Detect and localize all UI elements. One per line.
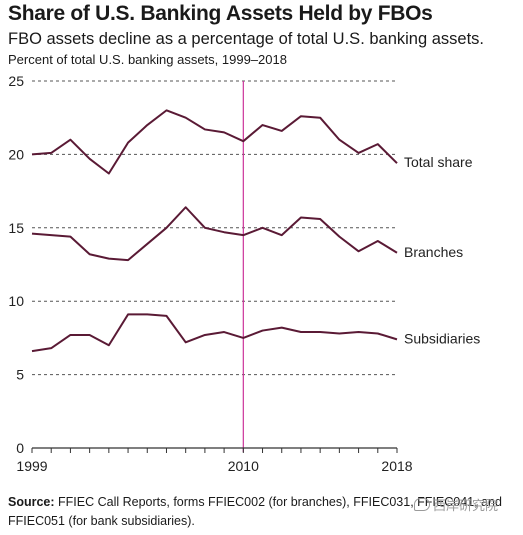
x-tick-label: 1999 xyxy=(16,458,47,474)
series-line-branches xyxy=(31,206,398,262)
y-axis-ticks: 0 5 10 15 20 25 xyxy=(8,73,24,456)
watermark: 西岸研究院 xyxy=(414,495,498,514)
units-label: Percent of total U.S. banking assets, 19… xyxy=(8,52,287,67)
series-line-subsidiaries xyxy=(31,313,398,353)
chart-title: Share of U.S. Banking Assets Held by FBO… xyxy=(8,2,433,25)
series-line-total-share xyxy=(31,109,398,175)
x-axis: 1999 2010 2018 xyxy=(16,447,413,474)
series-label-subsidiaries: Subsidiaries xyxy=(404,330,480,346)
source-label: Source: xyxy=(8,495,55,509)
y-tick-label: 20 xyxy=(8,146,24,162)
y-tick-label: 5 xyxy=(16,367,24,383)
y-tick-label: 15 xyxy=(8,220,24,236)
x-tick-label: 2018 xyxy=(381,458,412,474)
gridlines xyxy=(32,80,397,376)
x-tick-label: 2010 xyxy=(228,458,259,474)
series-label-total-share: Total share xyxy=(404,154,473,170)
watermark-text: 西岸研究院 xyxy=(433,498,499,513)
y-tick-label: 10 xyxy=(8,293,24,309)
series-label-branches: Branches xyxy=(404,244,463,260)
y-tick-label: 0 xyxy=(16,440,24,456)
chat-bubble-icon xyxy=(414,498,430,511)
series-labels: Total share Branches Subsidiaries xyxy=(404,154,480,346)
line-chart: 0 5 10 15 20 25 1999 2010 2018 Total share Branc… xyxy=(8,73,480,474)
source-note: Source: FFIEC Call Reports, forms FFIEC0… xyxy=(8,493,513,531)
y-tick-label: 25 xyxy=(8,73,24,89)
source-text: FFIEC Call Reports, forms FFIEC002 (for … xyxy=(8,495,502,528)
series-lines xyxy=(31,109,398,353)
chart-subtitle: FBO assets decline as a percentage of to… xyxy=(8,30,485,48)
